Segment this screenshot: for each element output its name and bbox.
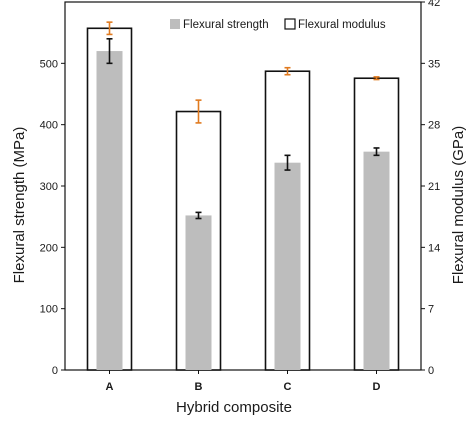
legend-swatch-strength: [170, 19, 180, 29]
legend-label-modulus: Flexural modulus: [298, 19, 386, 31]
y2-tick-label: 42: [428, 0, 440, 9]
y2-tick-label: 28: [428, 120, 440, 132]
legend: Flexural strength Flexural modulus: [170, 18, 386, 31]
y2-tick-label: 0: [428, 365, 434, 377]
legend-label-strength: Flexural strength: [183, 19, 269, 31]
bar-flexural-strength: [274, 162, 301, 370]
y-tick-label: 500: [40, 58, 58, 70]
chart-marks: 0 100 200 300 400 500 0 7 14 21 28 35 42 A B C D: [40, 0, 441, 393]
y-tick-label: 300: [40, 181, 58, 193]
x-tick-label: D: [373, 381, 381, 393]
y2-tick-label: 35: [428, 58, 440, 70]
x-tick-label: A: [106, 381, 114, 393]
bar-flexural-strength: [185, 215, 212, 370]
y2-tick-label: 7: [428, 304, 434, 316]
legend-swatch-modulus: [284, 18, 296, 30]
y2-tick-label: 21: [428, 181, 440, 193]
bar-flexural-strength: [363, 151, 390, 370]
y-tick-label: 200: [40, 242, 58, 254]
y-tick-label: 0: [52, 365, 58, 377]
bar-flexural-strength: [96, 51, 123, 371]
y-axis-title: Flexural strength (MPa): [11, 127, 28, 284]
x-axis-title: Hybrid composite: [176, 399, 292, 416]
y2-tick-label: 14: [428, 242, 440, 254]
x-tick-label: C: [284, 381, 292, 393]
y2-axis-title: Flexural modulus (GPa): [450, 126, 467, 284]
x-tick-label: B: [195, 381, 203, 393]
y-tick-label: 100: [40, 304, 58, 316]
y-tick-label: 400: [40, 120, 58, 132]
